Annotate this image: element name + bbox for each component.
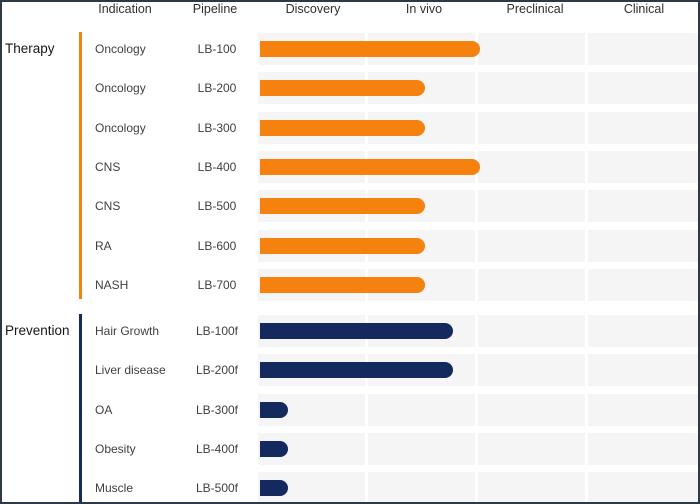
indication-label: CNS	[95, 199, 121, 213]
stage-cell-preclinical	[478, 269, 588, 301]
stage-cell-clinical	[588, 394, 698, 426]
stage-cell-preclinical	[478, 190, 588, 222]
column-header-in-vivo: In vivo	[405, 2, 443, 16]
pipeline-label: LB-100	[197, 42, 237, 56]
stage-cell-clinical	[588, 315, 698, 347]
column-header-discovery: Discovery	[285, 2, 341, 16]
pipeline-row: Muscle LB-500f	[2, 472, 698, 502]
section-label-therapy: Therapy	[5, 41, 55, 56]
indication-label: NASH	[95, 278, 129, 292]
pipeline-label: LB-400	[197, 160, 237, 174]
pipeline-row: NASH LB-700	[2, 269, 698, 301]
indication-label: OA	[95, 403, 113, 417]
pipeline-label: LB-500f	[195, 481, 239, 495]
progress-bar	[260, 441, 288, 457]
pipeline-row: Liver disease LB-200f	[2, 354, 698, 386]
pipeline-row: RA LB-600	[2, 230, 698, 262]
stage-cell-preclinical	[478, 151, 588, 183]
column-header-indication: Indication	[98, 2, 152, 16]
stage-cell-clinical	[588, 33, 698, 65]
pipeline-row: Hair Growth LB-100f	[2, 315, 698, 347]
indication-label: Obesity	[95, 442, 136, 456]
stage-cell-preclinical	[478, 33, 588, 65]
stage-cell-clinical	[588, 190, 698, 222]
pipeline-row: Oncology LB-100	[2, 33, 698, 65]
pipeline-label: LB-300f	[195, 403, 239, 417]
progress-bar	[260, 362, 453, 378]
stage-cell-clinical	[588, 72, 698, 104]
column-header-clinical: Clinical	[623, 2, 665, 16]
stage-cell-clinical	[588, 151, 698, 183]
stage-cell-preclinical	[478, 433, 588, 465]
progress-bar	[260, 80, 425, 96]
stage-cell-preclinical	[478, 472, 588, 502]
pipeline-label: LB-200	[197, 81, 237, 95]
pipeline-row: CNS LB-500	[2, 190, 698, 222]
progress-bar	[260, 323, 453, 339]
stage-cell-preclinical	[478, 315, 588, 347]
pipeline-label: LB-500	[197, 199, 237, 213]
stage-cell-clinical	[588, 472, 698, 502]
indication-label: Oncology	[95, 42, 146, 56]
stage-cell-preclinical	[478, 72, 588, 104]
indication-label: Oncology	[95, 81, 146, 95]
indication-label: RA	[95, 239, 112, 253]
stage-cell-preclinical	[478, 112, 588, 144]
indication-label: Muscle	[95, 481, 134, 495]
stage-cell-clinical	[588, 433, 698, 465]
progress-bar	[260, 159, 480, 175]
stage-cell-in-vivo	[368, 433, 478, 465]
stage-cell-preclinical	[478, 230, 588, 262]
progress-bar	[260, 120, 425, 136]
stage-cell-clinical	[588, 354, 698, 386]
column-header-pipeline: Pipeline	[192, 2, 238, 16]
progress-bar	[260, 41, 480, 57]
pipeline-label: LB-600	[197, 239, 237, 253]
indication-label: Liver disease	[95, 363, 166, 377]
indication-label: Hair Growth	[95, 324, 160, 338]
progress-bar	[260, 238, 425, 254]
pipeline-row: Oncology LB-200	[2, 72, 698, 104]
stage-cell-in-vivo	[368, 394, 478, 426]
pipeline-label: LB-200f	[195, 363, 239, 377]
section-accent-line	[79, 314, 82, 502]
indication-label: CNS	[95, 160, 121, 174]
section-accent-line	[79, 32, 82, 300]
pipeline-row: Obesity LB-400f	[2, 433, 698, 465]
pipeline-label: LB-700	[197, 278, 237, 292]
section-label-prevention: Prevention	[5, 323, 70, 338]
stage-cell-clinical	[588, 230, 698, 262]
pipeline-label: LB-400f	[195, 442, 239, 456]
stage-cell-clinical	[588, 112, 698, 144]
stage-cell-in-vivo	[368, 472, 478, 502]
stage-cell-preclinical	[478, 354, 588, 386]
pipeline-row: Oncology LB-300	[2, 112, 698, 144]
pipeline-row: OA LB-300f	[2, 394, 698, 426]
pipeline-label: LB-100f	[195, 324, 239, 338]
progress-bar	[260, 480, 288, 496]
indication-label: Oncology	[95, 121, 146, 135]
pipeline-label: LB-300	[197, 121, 237, 135]
progress-bar	[260, 277, 425, 293]
pipeline-row: CNS LB-400	[2, 151, 698, 183]
stage-cell-clinical	[588, 269, 698, 301]
progress-bar	[260, 402, 288, 418]
stage-cell-preclinical	[478, 394, 588, 426]
progress-bar	[260, 198, 425, 214]
column-header-preclinical: Preclinical	[506, 2, 564, 16]
